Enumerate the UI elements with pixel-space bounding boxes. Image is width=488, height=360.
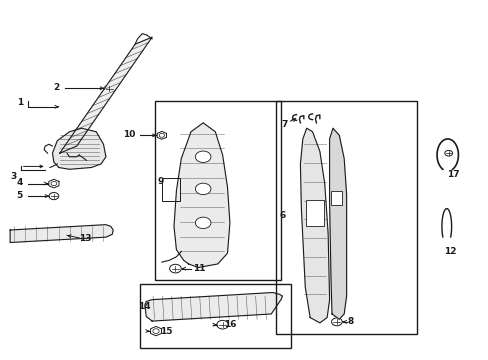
Text: 7: 7 [281,120,287,129]
Bar [330,191,341,205]
Text: 2: 2 [53,83,60,92]
Polygon shape [144,293,282,321]
Bar [140,284,290,348]
Text: 8: 8 [346,317,353,326]
Circle shape [195,183,210,195]
Polygon shape [52,128,106,169]
Text: 3: 3 [10,172,17,181]
Circle shape [195,217,210,229]
Text: 13: 13 [79,234,91,243]
Bar [162,178,180,202]
Polygon shape [300,128,329,323]
Text: 9: 9 [157,177,163,186]
Bar [305,200,324,226]
Text: 6: 6 [279,211,285,220]
Text: 14: 14 [137,302,150,311]
Text: 16: 16 [223,320,236,329]
Bar [154,102,281,280]
Text: 10: 10 [123,130,135,139]
Text: 1: 1 [17,98,23,107]
Polygon shape [174,123,229,267]
Circle shape [195,151,210,162]
Polygon shape [10,225,113,243]
Text: 12: 12 [444,247,456,256]
Text: 5: 5 [17,190,23,199]
Polygon shape [60,37,152,153]
Text: 17: 17 [447,170,459,179]
Polygon shape [329,128,346,319]
Text: 11: 11 [193,264,205,273]
Bar [276,102,416,334]
Text: 15: 15 [160,327,173,336]
Text: 4: 4 [17,178,23,187]
